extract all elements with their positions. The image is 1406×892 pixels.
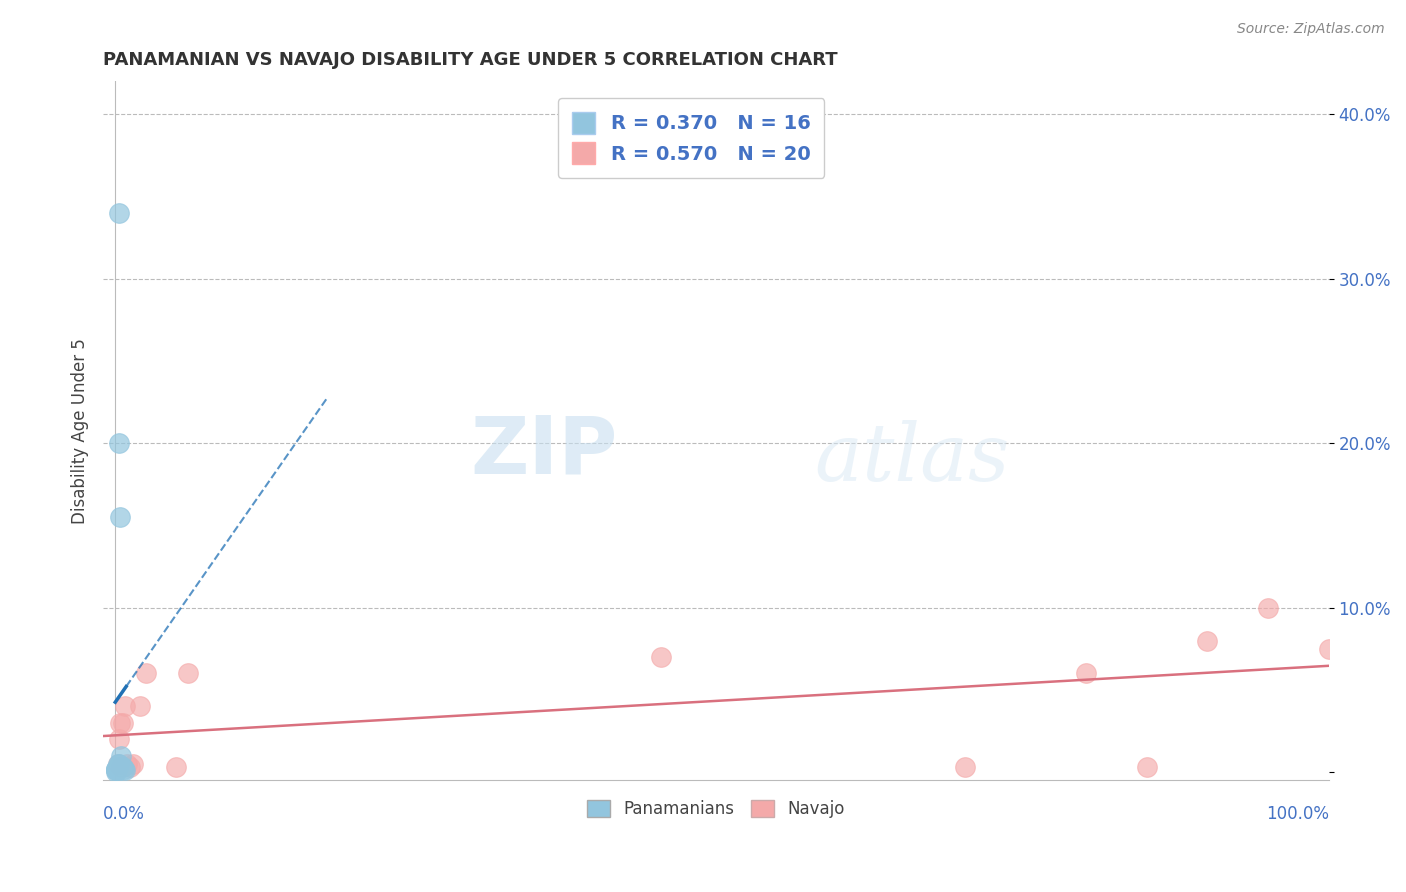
Point: [165, 760, 187, 774]
Point: [1257, 600, 1279, 615]
Point: [111, 715, 134, 730]
Point: [117, 756, 139, 771]
Text: PANAMANIAN VS NAVAJO DISABILITY AGE UNDER 5 CORRELATION CHART: PANAMANIAN VS NAVAJO DISABILITY AGE UNDE…: [103, 51, 838, 69]
Point: [105, 764, 128, 778]
Point: [105, 764, 128, 778]
Point: [108, 756, 131, 771]
Point: [122, 756, 145, 771]
Point: [1197, 633, 1219, 648]
Point: [108, 732, 131, 747]
Text: atlas: atlas: [814, 420, 1010, 498]
Point: [114, 764, 136, 778]
Point: [1074, 666, 1097, 681]
Y-axis label: Disability Age Under 5: Disability Age Under 5: [72, 338, 89, 524]
Point: [1317, 641, 1340, 656]
Point: [128, 699, 150, 714]
Legend: Panamanians, Navajo: Panamanians, Navajo: [581, 793, 852, 824]
Text: Source: ZipAtlas.com: Source: ZipAtlas.com: [1237, 22, 1385, 37]
Text: ZIP: ZIP: [471, 413, 617, 491]
Point: [110, 760, 132, 774]
Point: [107, 760, 129, 774]
Point: [108, 206, 131, 220]
Point: [108, 510, 131, 524]
Text: 0.0%: 0.0%: [103, 805, 145, 822]
Point: [953, 760, 976, 774]
Point: [118, 760, 141, 774]
Text: 100.0%: 100.0%: [1265, 805, 1329, 822]
Point: [110, 748, 132, 763]
Point: [105, 762, 128, 776]
Point: [177, 666, 200, 681]
Point: [650, 649, 672, 664]
Point: [107, 760, 129, 774]
Point: [111, 760, 134, 774]
Point: [108, 715, 131, 730]
Point: [108, 436, 131, 450]
Point: [107, 756, 129, 771]
Point: [105, 765, 128, 780]
Point: [112, 762, 135, 776]
Point: [107, 756, 129, 771]
Point: [105, 762, 128, 776]
Point: [114, 699, 136, 714]
Point: [1136, 760, 1159, 774]
Point: [135, 666, 157, 681]
